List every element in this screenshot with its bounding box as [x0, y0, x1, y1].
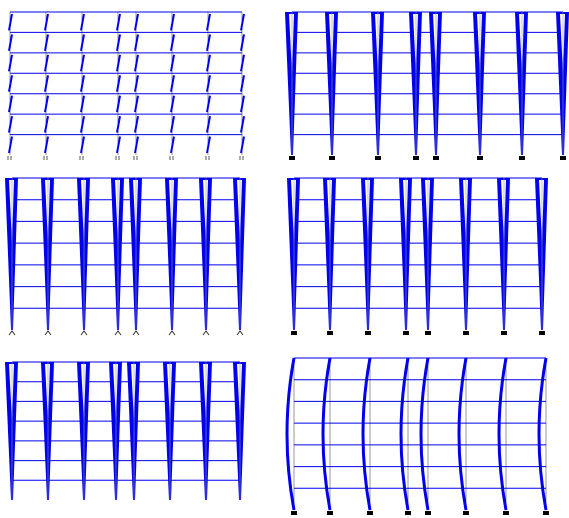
- support: [291, 511, 297, 515]
- support: [463, 331, 469, 335]
- support: [519, 156, 525, 160]
- support: [365, 331, 371, 335]
- support: [403, 331, 409, 335]
- support: [327, 331, 333, 335]
- support: [327, 511, 333, 515]
- support: [405, 511, 411, 515]
- support: [477, 156, 483, 160]
- support: [413, 156, 419, 160]
- support: [463, 511, 469, 515]
- support: [329, 156, 335, 160]
- page: {} (() => { const data = JSON.parse(docu…: [0, 0, 569, 518]
- support: [433, 156, 439, 160]
- support: [289, 156, 295, 160]
- support: [501, 331, 507, 335]
- support: [560, 156, 566, 160]
- support: [367, 511, 373, 515]
- support: [425, 331, 431, 335]
- support: [539, 331, 545, 335]
- support: [543, 511, 549, 515]
- frame-diagrams: [0, 0, 569, 518]
- support: [291, 331, 297, 335]
- support: [375, 156, 381, 160]
- support: [425, 511, 431, 515]
- support: [503, 511, 509, 515]
